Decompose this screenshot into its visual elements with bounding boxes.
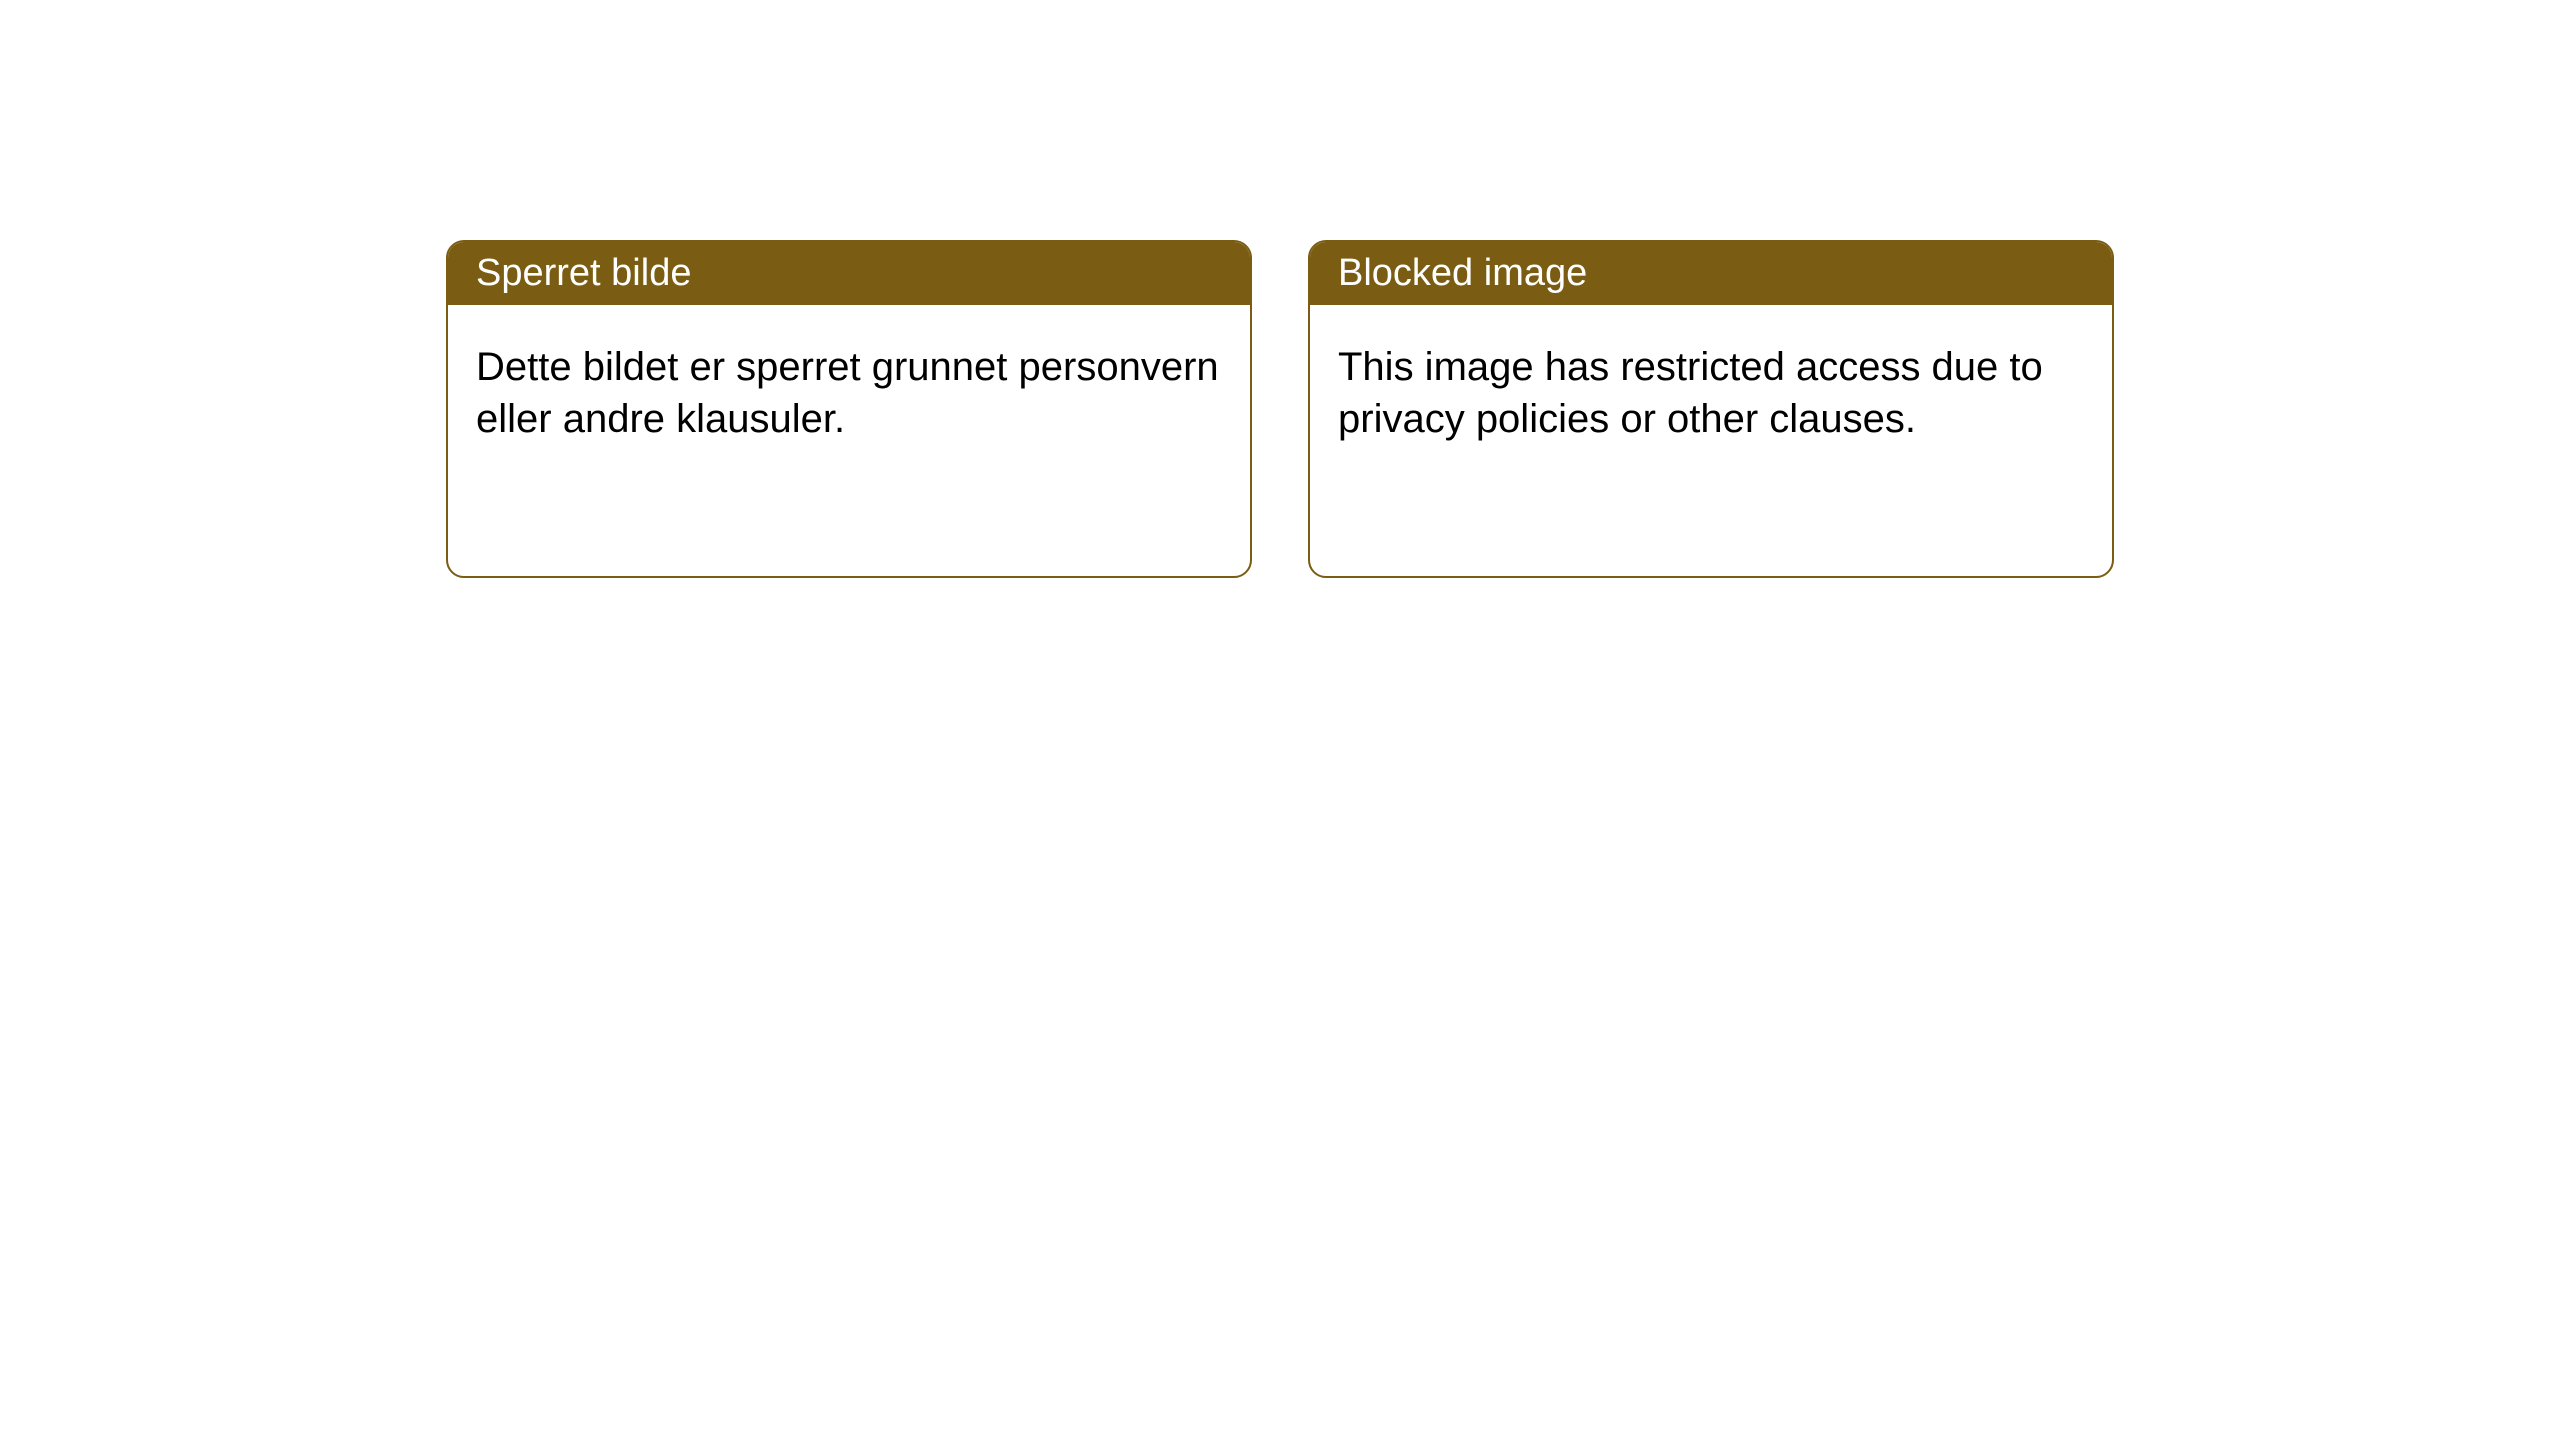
card-title: Blocked image <box>1338 252 1587 294</box>
blocked-image-card-norwegian: Sperret bilde Dette bildet er sperret gr… <box>446 240 1252 578</box>
card-body-text: Dette bildet er sperret grunnet personve… <box>476 345 1219 441</box>
card-header: Blocked image <box>1310 242 2112 305</box>
card-header: Sperret bilde <box>448 242 1250 305</box>
cards-container: Sperret bilde Dette bildet er sperret gr… <box>446 240 2114 578</box>
card-body: Dette bildet er sperret grunnet personve… <box>448 305 1250 481</box>
card-body-text: This image has restricted access due to … <box>1338 345 2043 441</box>
blocked-image-card-english: Blocked image This image has restricted … <box>1308 240 2114 578</box>
card-body: This image has restricted access due to … <box>1310 305 2112 481</box>
card-title: Sperret bilde <box>476 252 691 294</box>
